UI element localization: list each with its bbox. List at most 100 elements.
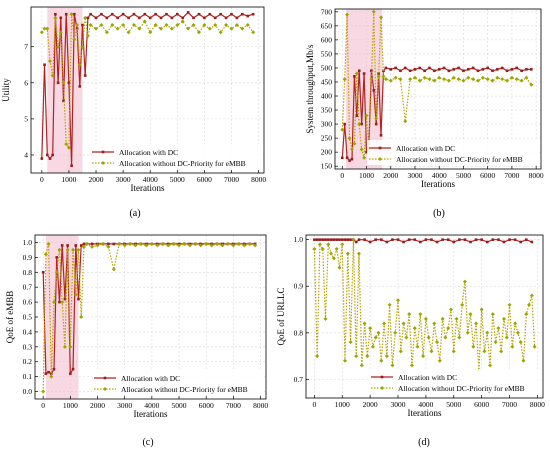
- x-tick-label: 2000: [383, 171, 398, 180]
- data-point-nodc: [393, 330, 398, 335]
- data-point-nodc: [499, 349, 504, 354]
- data-point-dc: [530, 240, 534, 244]
- data-point-nodc: [418, 312, 423, 317]
- data-point-nodc: [401, 321, 406, 326]
- data-point-nodc: [133, 243, 138, 248]
- x-tick-label: 1000: [359, 171, 374, 180]
- data-point-nodc: [507, 302, 512, 307]
- data-point-nodc: [409, 363, 414, 368]
- data-point-nodc: [437, 75, 442, 80]
- y-tick-label: 1.0: [23, 238, 33, 247]
- data-point-nodc: [247, 241, 252, 246]
- data-point-dc: [441, 238, 444, 241]
- data-point-dc: [45, 153, 49, 157]
- data-point-nodc: [69, 12, 74, 17]
- data-point-nodc: [398, 77, 403, 82]
- x-tick-label: 4000: [144, 401, 159, 410]
- data-point-nodc: [457, 335, 462, 340]
- data-point-nodc: [43, 252, 48, 257]
- data-point-dc: [54, 12, 57, 16]
- data-point-nodc: [251, 30, 256, 35]
- data-point-nodc: [193, 241, 198, 246]
- data-point-dc: [368, 240, 372, 244]
- data-point-nodc: [521, 358, 526, 363]
- data-point-nodc: [187, 243, 192, 248]
- data-point-dc: [86, 16, 90, 20]
- x-tick-label: 0: [340, 171, 344, 180]
- data-point-nodc: [342, 77, 347, 82]
- data-point-nodc: [345, 12, 350, 17]
- data-point-dc: [105, 16, 109, 20]
- data-point-nodc: [374, 116, 379, 121]
- x-tick-label: 0: [312, 400, 316, 409]
- data-point-nodc: [323, 316, 328, 321]
- legend: Allocation with DC Allocation without DC-…: [92, 370, 264, 395]
- data-point-nodc: [348, 340, 353, 345]
- data-point-nodc: [229, 26, 234, 31]
- data-point-dc: [235, 16, 239, 20]
- data-point-nodc: [198, 243, 203, 248]
- x-tick-label: 4000: [143, 175, 158, 184]
- legend-swatch-marker: [378, 157, 382, 161]
- data-point-nodc: [524, 312, 529, 317]
- data-point-nodc: [354, 71, 359, 76]
- data-point-dc: [396, 238, 400, 241]
- y-tick-label: 0.6: [23, 298, 33, 307]
- data-point-dc: [51, 153, 54, 157]
- data-point-dc: [170, 16, 174, 20]
- data-point-dc: [116, 16, 119, 20]
- data-point-dc: [408, 69, 412, 73]
- axes-frame: [334, 8, 542, 170]
- data-point-nodc: [347, 136, 352, 141]
- data-point-dc: [360, 122, 363, 126]
- data-point-nodc: [471, 77, 476, 82]
- data-point-nodc: [354, 354, 359, 359]
- x-axis-label: Iterations: [408, 408, 442, 418]
- data-point-nodc: [490, 312, 495, 317]
- data-point-nodc: [451, 75, 456, 80]
- data-point-nodc: [106, 244, 111, 249]
- y-tick-label: 450: [321, 77, 333, 86]
- data-point-nodc: [47, 59, 52, 64]
- legend-swatch-marker: [103, 387, 107, 391]
- legend-label: Allocation without DC-Priority for eMBB: [396, 155, 523, 164]
- data-point-dc: [69, 372, 72, 375]
- data-point-nodc: [128, 241, 133, 246]
- data-point-nodc: [177, 243, 182, 248]
- data-point-dc: [399, 69, 402, 73]
- data-point-dc: [452, 68, 456, 71]
- x-tick-label: 1000: [61, 175, 76, 184]
- data-point-nodc: [505, 78, 510, 83]
- data-point-nodc: [76, 247, 81, 252]
- data-point-dc: [433, 69, 436, 73]
- data-point-dc: [466, 68, 470, 71]
- data-point-dc: [47, 370, 50, 374]
- data-point-dc: [497, 238, 500, 241]
- data-point-dc: [148, 16, 152, 20]
- data-point-dc: [127, 16, 130, 20]
- data-point-nodc: [371, 9, 376, 14]
- data-point-dc: [348, 159, 351, 162]
- data-point-nodc: [415, 344, 420, 349]
- data-point-nodc: [209, 243, 214, 248]
- y-tick-label: 250: [321, 134, 333, 143]
- data-point-dc: [338, 238, 341, 241]
- data-point-nodc: [422, 75, 427, 80]
- data-point-nodc: [398, 349, 403, 354]
- data-point-dc: [343, 238, 347, 241]
- data-point-nodc: [326, 242, 331, 247]
- data-point-nodc: [121, 23, 126, 28]
- data-point-dc: [340, 156, 344, 160]
- data-point-dc: [353, 75, 356, 78]
- data-point-nodc: [191, 23, 196, 28]
- data-point-nodc: [461, 78, 466, 83]
- data-point-nodc: [56, 44, 61, 49]
- data-point-nodc: [42, 26, 47, 31]
- x-tick-label: 8000: [529, 171, 544, 180]
- data-point-dc: [176, 12, 179, 16]
- data-point-nodc: [480, 75, 485, 80]
- data-point-nodc: [231, 243, 236, 248]
- data-point-nodc: [236, 241, 241, 246]
- x-tick-label: 4000: [418, 400, 433, 409]
- axes-frame: [30, 6, 265, 174]
